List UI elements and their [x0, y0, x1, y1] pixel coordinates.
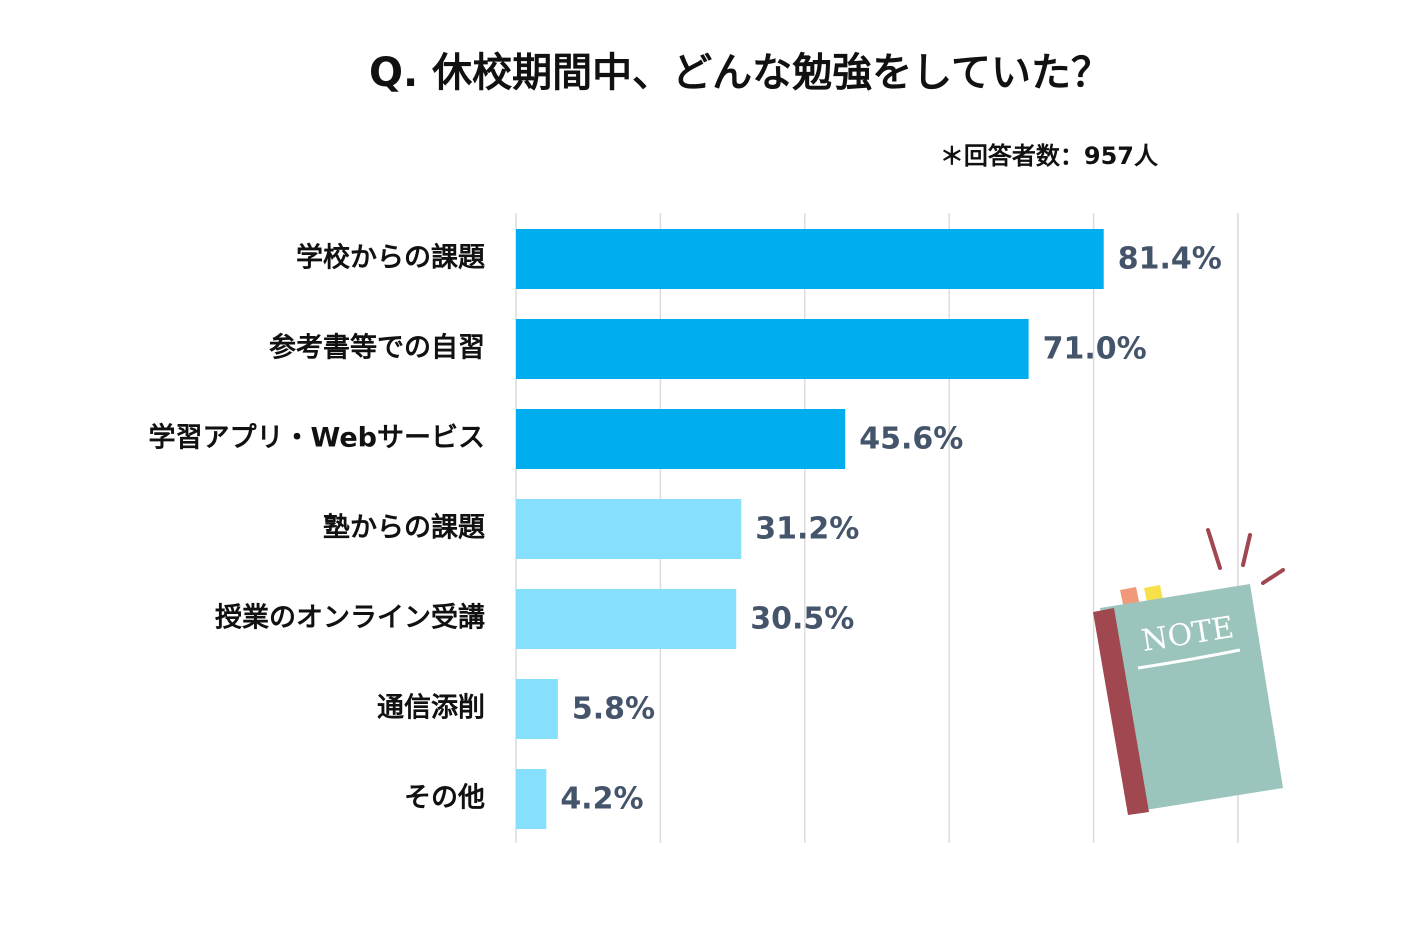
value-label: 4.2% [560, 782, 643, 817]
y-tick-label: 学習アプリ・Webサービス [149, 422, 485, 454]
bar [516, 679, 558, 739]
value-label: 5.8% [572, 692, 655, 727]
y-tick-label: 授業のオンライン受講 [215, 602, 485, 634]
y-tick-label: その他 [404, 783, 485, 814]
deco-stroke [1206, 528, 1222, 570]
cover [1100, 584, 1283, 812]
deco-stroke [1241, 533, 1252, 567]
underline [1137, 648, 1241, 670]
value-label: 71.0% [1043, 332, 1147, 367]
bar [516, 229, 1104, 289]
y-tick-label: 通信添削 [377, 693, 485, 724]
y-tick-label: 塾からの課題 [323, 512, 486, 544]
value-label: 45.6% [859, 422, 963, 457]
value-label: 81.4% [1118, 242, 1222, 277]
notebook-illustration: NOTE [1093, 528, 1285, 815]
bar [516, 319, 1029, 379]
bar [516, 589, 737, 649]
bar [516, 499, 742, 559]
spine [1093, 608, 1149, 815]
value-label: 30.5% [750, 602, 854, 637]
value-label: 31.2% [755, 512, 859, 547]
chart-title: Q. 休校期間中、どんな勉強をしていた？ [369, 50, 1111, 96]
bars: 学校からの課題 81.4% 参考書等での自習 71.0% 学習アプリ・Webサービス 45… [149, 229, 1222, 829]
bar [516, 769, 547, 829]
deco-stroke [1261, 568, 1285, 585]
y-tick-label: 学校からの課題 [296, 242, 486, 274]
bar [516, 409, 846, 469]
chart-subtitle: ＊回答者数：957人 [940, 142, 1158, 170]
y-tick-label: 参考書等での自習 [269, 332, 485, 364]
